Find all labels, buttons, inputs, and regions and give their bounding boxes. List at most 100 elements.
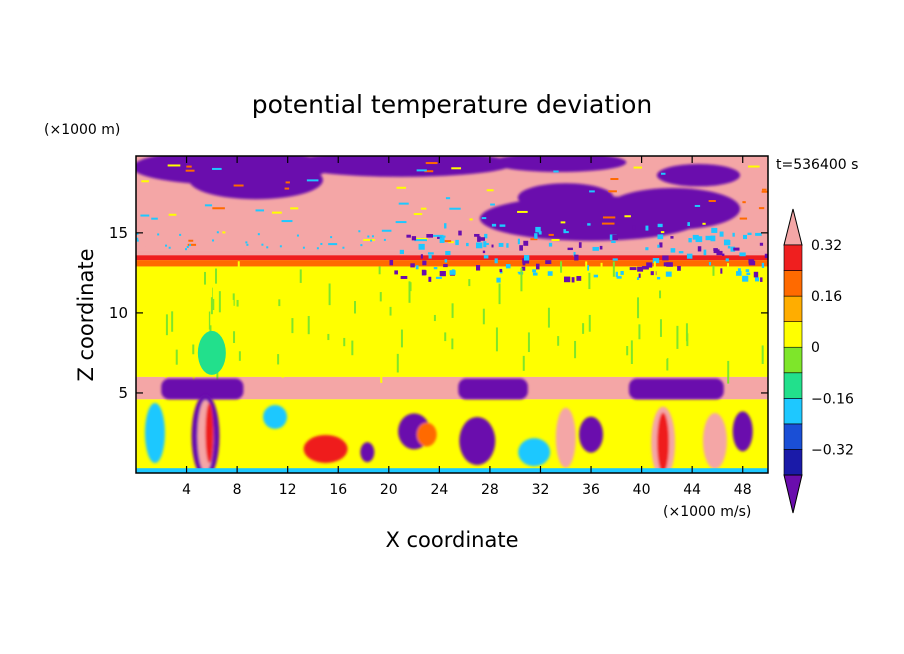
speck	[367, 235, 370, 238]
speck	[650, 271, 657, 276]
speck	[302, 246, 305, 249]
speck	[636, 277, 640, 280]
speck	[275, 230, 278, 233]
upper-edge-speck	[490, 203, 495, 206]
mid-streak	[291, 318, 294, 334]
speck	[629, 267, 637, 271]
upper-edge-speck	[416, 169, 427, 172]
speck	[371, 235, 374, 238]
speck	[638, 273, 641, 278]
upper-edge-speck	[748, 165, 760, 168]
mid-streak	[588, 272, 591, 290]
mid-streak	[712, 265, 715, 276]
speck	[491, 244, 494, 248]
mid-streak	[588, 314, 591, 332]
mid-streak	[445, 280, 448, 295]
mid-streak	[171, 311, 174, 332]
speck	[410, 263, 415, 268]
mid-streak	[192, 358, 195, 383]
mid-streak	[354, 301, 357, 314]
speck	[656, 276, 661, 280]
speck	[665, 271, 672, 277]
upper-edge-speck	[281, 220, 293, 223]
speck	[455, 239, 459, 246]
mid-streak	[380, 359, 383, 383]
speck	[535, 263, 540, 270]
lower-swirls	[144, 394, 753, 473]
speck	[519, 245, 523, 251]
speck	[703, 249, 707, 256]
mid-streak	[692, 329, 695, 338]
speck	[645, 225, 649, 231]
speck	[538, 231, 542, 235]
mid-streak	[408, 281, 411, 303]
mid-streak	[761, 345, 764, 364]
speck	[428, 276, 432, 282]
colorbar-top-arrow	[783, 208, 803, 246]
speck	[482, 250, 486, 254]
speck	[214, 234, 217, 237]
mid-streak	[210, 297, 213, 315]
speck	[136, 239, 139, 242]
upper-edge-speck	[548, 233, 554, 236]
purple-cell	[458, 378, 528, 400]
speck	[646, 262, 653, 268]
y-tick-label: 5	[118, 384, 128, 402]
speck	[496, 277, 501, 283]
mid-streak	[600, 262, 603, 278]
speck	[291, 234, 294, 237]
speck	[517, 271, 524, 275]
mid-streak	[172, 282, 175, 307]
speck	[711, 227, 718, 233]
speck	[445, 250, 451, 256]
mid-streak	[612, 261, 615, 277]
speck	[760, 277, 763, 282]
mid-streak	[659, 290, 662, 299]
speck	[657, 244, 660, 248]
speck	[424, 270, 427, 276]
upper-edge-speck	[633, 166, 643, 169]
upper-edge-speck	[694, 204, 701, 207]
mid-streak	[196, 320, 199, 330]
upper-edge-speck	[140, 214, 150, 217]
speck	[581, 222, 585, 227]
speck	[382, 245, 385, 248]
speck	[336, 248, 339, 251]
upper-edge-speck	[255, 209, 265, 212]
mid-streak	[451, 338, 454, 350]
purple-patch	[492, 156, 627, 173]
mid-streak	[626, 346, 629, 356]
region-green-mid-layer	[136, 266, 768, 377]
colorbar-label: 0.32	[811, 238, 842, 254]
mid-streak	[685, 323, 688, 342]
speck	[611, 240, 616, 244]
speck	[548, 242, 553, 247]
speck	[165, 244, 168, 247]
speck	[730, 246, 736, 252]
upper-edge-speck	[414, 239, 427, 242]
upper-edge-speck	[187, 243, 197, 246]
speck	[640, 226, 644, 230]
speck	[686, 253, 693, 259]
upper-edge-speck	[553, 170, 559, 173]
upper-edge-speck	[624, 215, 631, 218]
upper-edge-speck	[449, 207, 461, 210]
mid-streak	[733, 297, 736, 305]
inversion-cells	[161, 378, 724, 400]
speck	[725, 258, 729, 262]
mid-streak	[582, 323, 585, 334]
speck	[521, 266, 526, 271]
speck	[411, 236, 417, 241]
speck	[586, 265, 590, 271]
mid-streak	[433, 324, 436, 338]
mid-streak	[540, 320, 543, 341]
region-red-band	[136, 250, 768, 256]
mid-streak	[638, 324, 641, 340]
speck	[254, 233, 257, 236]
speck	[645, 247, 649, 251]
mid-streak	[433, 314, 436, 322]
mid-streak	[192, 344, 195, 355]
upper-edge-speck	[739, 217, 748, 220]
upper-edge-speck	[469, 218, 473, 221]
mid-streak	[165, 314, 168, 336]
